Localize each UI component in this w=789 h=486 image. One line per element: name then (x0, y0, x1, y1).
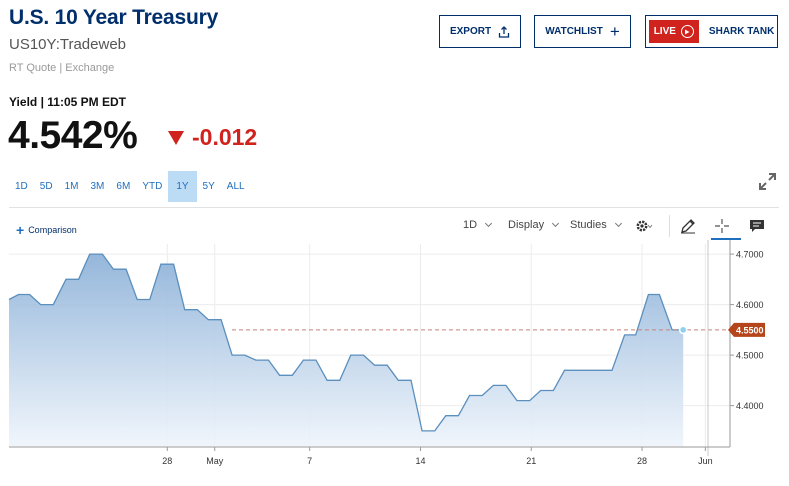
shark-tank-button[interactable]: LIVE SHARK TANK (645, 15, 778, 48)
watchlist-label: WATCHLIST (545, 26, 603, 37)
y-tick-label: 4.6000 (736, 300, 764, 310)
divider (9, 207, 779, 208)
range-1d[interactable]: 1D (15, 181, 28, 192)
chevron-down-icon (485, 219, 493, 228)
chevron-down-icon (614, 219, 622, 228)
x-tick-label: 14 (415, 456, 425, 466)
yield-change: -0.012 (168, 124, 257, 151)
display-label: Display (508, 219, 545, 231)
chevron-down-icon (552, 219, 560, 228)
x-tick-label: 28 (637, 456, 647, 466)
draw-pencil-icon[interactable] (678, 216, 698, 236)
y-tick-label: 4.4000 (736, 401, 764, 411)
studies-label: Studies (570, 219, 607, 231)
export-label: EXPORT (449, 26, 492, 37)
yield-line (8, 253, 684, 432)
yield-area (9, 254, 684, 446)
settings-gear-icon[interactable] (633, 216, 653, 236)
x-tick-label: 7 (307, 456, 312, 466)
x-tick-label: 28 (162, 456, 172, 466)
range-1y[interactable]: 1Y (168, 171, 197, 202)
display-dropdown[interactable]: Display (508, 219, 560, 231)
export-icon (498, 25, 510, 38)
range-1m[interactable]: 1M (64, 181, 79, 192)
interval-label: 1D (463, 219, 478, 231)
add-icon: + (16, 222, 25, 238)
range-all[interactable]: ALL (226, 181, 245, 192)
crosshair-active-indicator (711, 238, 741, 240)
crosshair-icon[interactable] (712, 216, 732, 236)
live-badge: LIVE (648, 20, 699, 43)
plus-icon: + (609, 22, 620, 41)
annotation-icon[interactable] (747, 216, 767, 236)
quote-source: RT Quote | Exchange (9, 62, 115, 74)
yield-chart[interactable]: 4.7000 4.6000 4.5000 4.4000 28 May 7 14 21 28 Jun 4… (0, 240, 789, 486)
last-value-tag (728, 322, 765, 337)
down-arrow-icon (168, 130, 184, 145)
range-5y[interactable]: 5Y (202, 181, 215, 192)
comparison-button[interactable]: + Comparison (16, 222, 77, 238)
page-title: U.S. 10 Year Treasury (9, 6, 219, 29)
last-value-marker (678, 325, 688, 335)
range-ytd[interactable]: YTD (142, 181, 163, 192)
symbol-label: US10Y:Tradeweb (9, 36, 127, 53)
range-6m[interactable]: 6M (116, 181, 131, 192)
studies-dropdown[interactable]: Studies (570, 219, 622, 231)
export-button[interactable]: EXPORT (439, 15, 521, 48)
yield-timestamp: Yield | 11:05 PM EDT (9, 95, 126, 109)
x-tick-label: 21 (526, 456, 536, 466)
y-tick-label: 4.5000 (736, 351, 764, 361)
interval-dropdown[interactable]: 1D (463, 219, 493, 231)
watchlist-button[interactable]: WATCHLIST + (534, 15, 631, 48)
play-icon (680, 25, 694, 38)
comparison-label: Comparison (28, 225, 77, 235)
live-label: LIVE (653, 26, 676, 37)
range-5d[interactable]: 5D (39, 181, 53, 192)
y-tick-label: 4.7000 (736, 250, 764, 260)
x-tick-label: May (206, 456, 224, 466)
toolbar-separator (669, 215, 670, 237)
yield-value: 4.542% (8, 114, 138, 157)
expand-icon[interactable] (757, 171, 778, 192)
last-value-label: 4.5500 (736, 325, 764, 335)
x-tick-label: Jun (698, 456, 713, 466)
range-3m[interactable]: 3M (90, 181, 105, 192)
shark-tank-label: SHARK TANK (708, 26, 775, 37)
change-value: -0.012 (192, 124, 258, 150)
range-selector: 1D 5D 1M 3M 6M YTD 1Y 5Y ALL (9, 171, 251, 202)
